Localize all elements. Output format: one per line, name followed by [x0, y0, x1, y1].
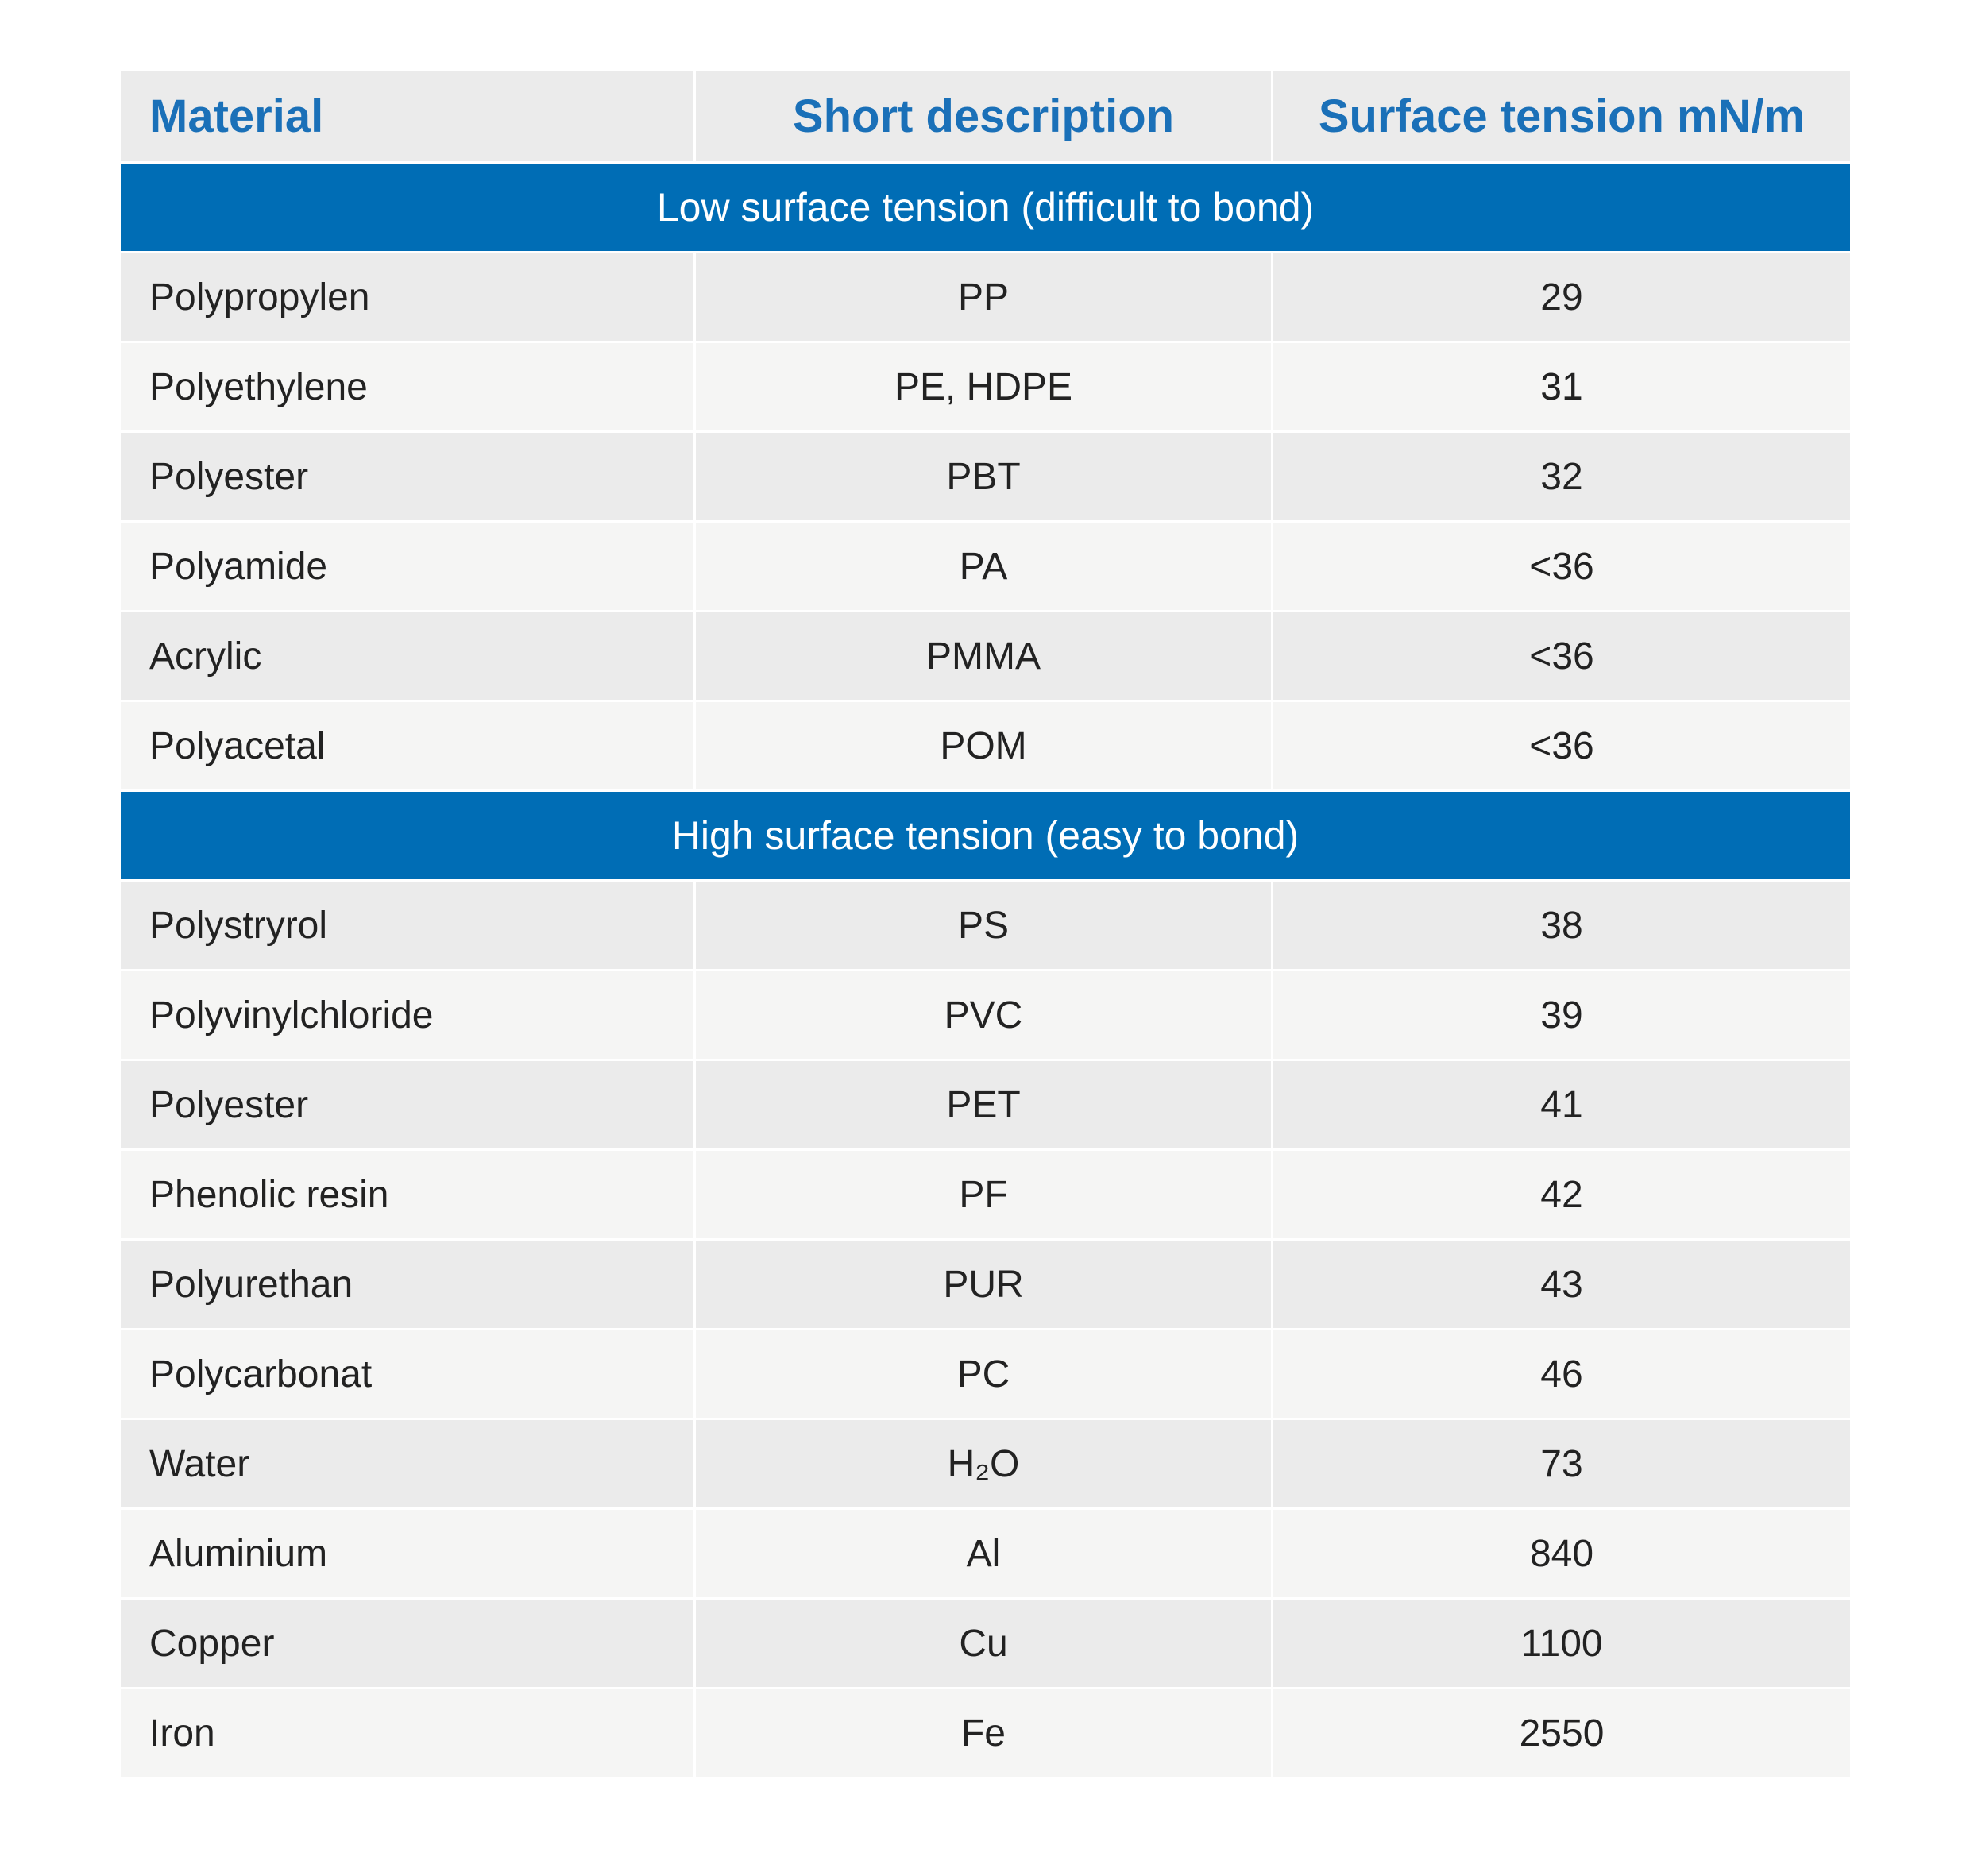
table-cell: Phenolic resin — [121, 1151, 696, 1238]
table-cell: <36 — [1529, 545, 1594, 588]
table-row: Polyamide PA <36 — [121, 523, 1850, 612]
table-cell: 38 — [1540, 904, 1583, 947]
table-row: Polyvinylchloride PVC 39 — [121, 971, 1850, 1061]
table-cell: PA — [696, 523, 1273, 610]
table-cell: PBT — [696, 433, 1273, 520]
table-cell: PP — [696, 253, 1273, 341]
table-row: Polycarbonat PC 46 — [121, 1330, 1850, 1420]
table-row: Polystryrol PS 38 — [121, 882, 1850, 971]
table-cell: Polyamide — [121, 523, 696, 610]
table-cell: Polyvinylchloride — [121, 971, 696, 1059]
table-cell: 31 — [1540, 365, 1583, 408]
table-cell: 73 — [1540, 1442, 1583, 1485]
table-cell: 840 — [1529, 1532, 1594, 1575]
table-cell: 1100 — [1520, 1622, 1603, 1665]
table-row: Aluminium Al 840 — [121, 1510, 1850, 1600]
header-cell: Surface tension mN/m — [1318, 91, 1806, 142]
table-cell: 2550 — [1519, 1712, 1605, 1754]
header-row: Material Short description Surface tension… — [121, 71, 1850, 164]
table-cell: PMMA — [696, 612, 1273, 700]
table-cell: PUR — [696, 1241, 1273, 1328]
header-cell: Material — [121, 71, 696, 161]
table-cell: PF — [696, 1151, 1273, 1238]
table-row: Polypropylen PP 29 — [121, 253, 1850, 343]
table-row: Polyester PBT 32 — [121, 433, 1850, 523]
table-cell: Iron — [121, 1689, 696, 1777]
table-row: Polyethylene PE, HDPE 31 — [121, 343, 1850, 433]
table-row: Acrylic PMMA <36 — [121, 612, 1850, 702]
table-cell: 42 — [1540, 1173, 1583, 1216]
table-cell: PVC — [696, 971, 1273, 1059]
table-row: Polyurethan PUR 43 — [121, 1241, 1850, 1330]
table-cell: Polyacetal — [121, 702, 696, 789]
table-cell: Polyethylene — [121, 343, 696, 430]
table-row: Polyester PET 41 — [121, 1061, 1850, 1151]
table-row: Phenolic resin PF 42 — [121, 1151, 1850, 1241]
table-cell: Al — [696, 1510, 1273, 1597]
table-cell: 46 — [1540, 1353, 1583, 1395]
section-title: Low surface tension (difficult to bond) — [121, 164, 1850, 253]
table-cell: Acrylic — [121, 612, 696, 700]
table-cell: Cu — [696, 1600, 1273, 1687]
table-cell: 39 — [1540, 994, 1583, 1036]
table-cell: POM — [696, 702, 1273, 789]
table-cell: Aluminium — [121, 1510, 696, 1597]
table-cell: Polypropylen — [121, 253, 696, 341]
table-cell: H₂O — [696, 1420, 1273, 1507]
header-cell: Short description — [696, 71, 1273, 161]
table-cell: Polyester — [121, 1061, 696, 1148]
table-cell: 43 — [1540, 1263, 1583, 1306]
table-cell: <36 — [1529, 635, 1594, 677]
table-row: Iron Fe 2550 — [121, 1689, 1850, 1779]
table-cell: Polystryrol — [121, 882, 696, 969]
table-row: Water H₂O 73 — [121, 1420, 1850, 1510]
table-cell: Copper — [121, 1600, 696, 1687]
table-cell: PC — [696, 1330, 1273, 1418]
table: Material Short description Surface tension… — [121, 71, 1850, 1779]
table-cell: Polyester — [121, 433, 696, 520]
table-row: Copper Cu 1100 — [121, 1600, 1850, 1689]
table-cell: PE, HDPE — [696, 343, 1273, 430]
table-cell: Fe — [696, 1689, 1273, 1777]
table-cell: <36 — [1529, 724, 1594, 767]
table-cell: 32 — [1540, 455, 1583, 498]
table-cell: PS — [696, 882, 1273, 969]
table-cell: PET — [696, 1061, 1273, 1148]
table-cell: 29 — [1540, 276, 1583, 318]
table-cell: Polyurethan — [121, 1241, 696, 1328]
table-row: Polyacetal POM <36 — [121, 702, 1850, 792]
table-cell: 41 — [1540, 1083, 1583, 1126]
table-cell: Polycarbonat — [121, 1330, 696, 1418]
section-title: High surface tension (easy to bond) — [121, 792, 1850, 882]
table-cell: Water — [121, 1420, 696, 1507]
